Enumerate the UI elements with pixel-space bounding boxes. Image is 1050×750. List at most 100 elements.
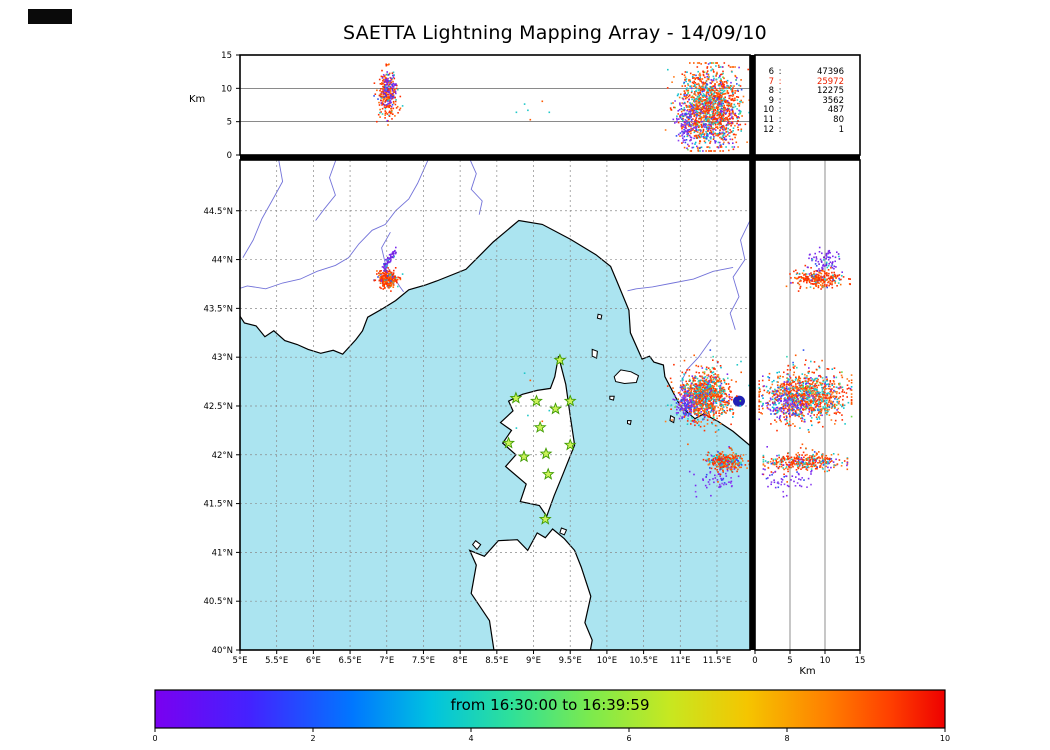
source-point (800, 413, 803, 415)
source-point (703, 95, 706, 97)
source-point (808, 408, 810, 410)
source-point (720, 380, 722, 382)
source-point (833, 273, 836, 276)
source-point (804, 264, 807, 267)
source-point (709, 100, 712, 103)
source-point (720, 456, 723, 458)
source-point (720, 477, 722, 480)
source-point (839, 396, 842, 398)
source-point (724, 456, 726, 459)
source-point (706, 384, 709, 386)
source-point (675, 121, 678, 123)
source-point (682, 118, 684, 120)
source-point (696, 414, 698, 417)
source-point (794, 400, 796, 402)
source-point (700, 80, 702, 82)
source-point (707, 124, 709, 126)
source-point (719, 404, 721, 407)
source-point (804, 277, 807, 280)
source-point (703, 89, 706, 91)
source-point (830, 265, 833, 267)
source-point (831, 264, 834, 266)
source-point (834, 390, 836, 393)
source-point (690, 116, 692, 118)
source-point (710, 107, 712, 110)
source-point (712, 123, 714, 126)
source-point (696, 113, 698, 116)
source-point (381, 113, 384, 115)
source-point (684, 124, 686, 127)
source-point (712, 129, 714, 131)
source-point (712, 407, 715, 409)
source-point (386, 86, 389, 88)
source-point (768, 400, 771, 402)
source-point (390, 101, 392, 104)
source-point (725, 80, 728, 83)
source-point (392, 102, 395, 104)
source-point (735, 466, 738, 469)
source-point (684, 112, 687, 115)
source-point (703, 399, 705, 402)
source-point (714, 109, 717, 112)
source-point (697, 150, 700, 152)
source-point (381, 82, 383, 84)
source-point (712, 410, 714, 413)
source-point (797, 400, 800, 402)
source-point (683, 132, 685, 134)
source-point (818, 375, 820, 377)
source-point (727, 141, 730, 144)
source-point (694, 123, 697, 126)
source-point (715, 134, 717, 137)
source-point (696, 113, 698, 115)
source-point (833, 395, 835, 397)
source-point (726, 118, 728, 120)
source-point (789, 381, 792, 383)
source-point (385, 279, 387, 281)
source-point (718, 102, 720, 105)
source-point (739, 400, 742, 402)
source-point (679, 102, 681, 104)
source-point (381, 83, 383, 85)
source-point (828, 272, 830, 275)
source-point (696, 123, 699, 126)
source-point (676, 94, 679, 97)
source-point (723, 463, 726, 465)
source-point (826, 413, 828, 416)
source-point (701, 120, 704, 123)
source-point (700, 399, 703, 402)
source-point (820, 272, 823, 275)
source-point (828, 280, 830, 283)
source-point (717, 106, 720, 108)
source-point (818, 246, 821, 249)
source-point (810, 387, 813, 390)
source-point (715, 377, 717, 379)
source-point (808, 379, 810, 381)
source-point (849, 387, 852, 390)
source-point (734, 114, 736, 117)
source-point (697, 397, 699, 400)
source-point (379, 270, 381, 272)
source-point (829, 252, 831, 254)
top-panel-bg (240, 55, 750, 155)
source-point (682, 126, 684, 128)
source-point (711, 385, 714, 388)
source-point (722, 90, 725, 93)
source-point (790, 382, 793, 384)
source-point (699, 92, 701, 95)
source-point (711, 62, 713, 64)
source-point (798, 393, 800, 395)
source-point (723, 112, 725, 114)
source-point (679, 401, 681, 404)
source-point (710, 116, 713, 119)
source-point (389, 104, 391, 107)
source-point (721, 413, 723, 415)
source-point (815, 280, 817, 282)
source-point (699, 112, 702, 115)
source-point (374, 93, 377, 95)
source-point (728, 107, 730, 110)
source-point (718, 486, 720, 488)
source-point (384, 104, 386, 106)
source-point (702, 129, 705, 132)
source-point (787, 391, 790, 393)
source-point (704, 400, 707, 402)
